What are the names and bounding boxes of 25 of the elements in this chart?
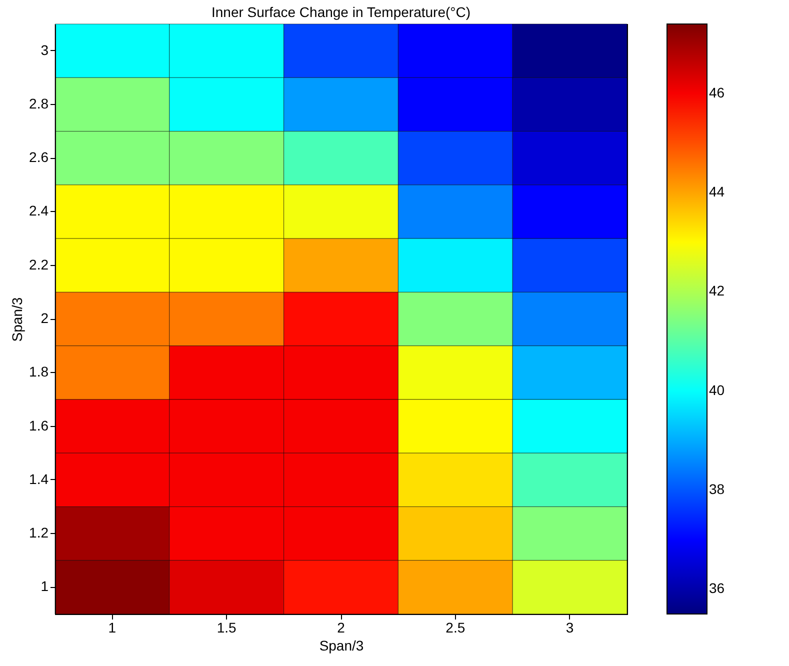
y-tick-label: 2.2 (29, 256, 49, 272)
color-bar-label: 44 (709, 184, 725, 200)
color-bar-label: 40 (709, 382, 725, 398)
y-tick-label: 2 (40, 310, 49, 326)
y-tick-label: 2.8 (29, 95, 49, 112)
y-tick-label: 1.6 (29, 417, 49, 434)
y-axis-title: Span/3 (9, 297, 26, 342)
y-tick-label: 1.2 (29, 524, 49, 541)
x-tick-label: 3 (566, 620, 574, 636)
color-bar-label: 46 (709, 84, 725, 100)
y-tick-label: 2.6 (29, 149, 49, 166)
y-tick-label: 1.8 (29, 364, 49, 380)
chart-title: Inner Surface Change in Temperature(°C) (211, 4, 471, 20)
x-axis-title: Span/3 (319, 638, 364, 654)
x-tick-label: 1 (108, 620, 116, 636)
color-bar-label: 36 (709, 580, 725, 596)
y-tick-label: 1.4 (29, 470, 49, 487)
x-tick-label: 2 (337, 620, 346, 636)
x-tick-label: 1.5 (216, 620, 237, 636)
y-tick-label: 3 (40, 42, 49, 58)
x-tick-label: 2.5 (446, 620, 466, 636)
y-tick-label: 1 (40, 578, 49, 594)
color-bar-label: 42 (709, 282, 725, 299)
color-bar-label: 38 (709, 481, 725, 498)
y-tick-label: 2.4 (29, 202, 49, 219)
